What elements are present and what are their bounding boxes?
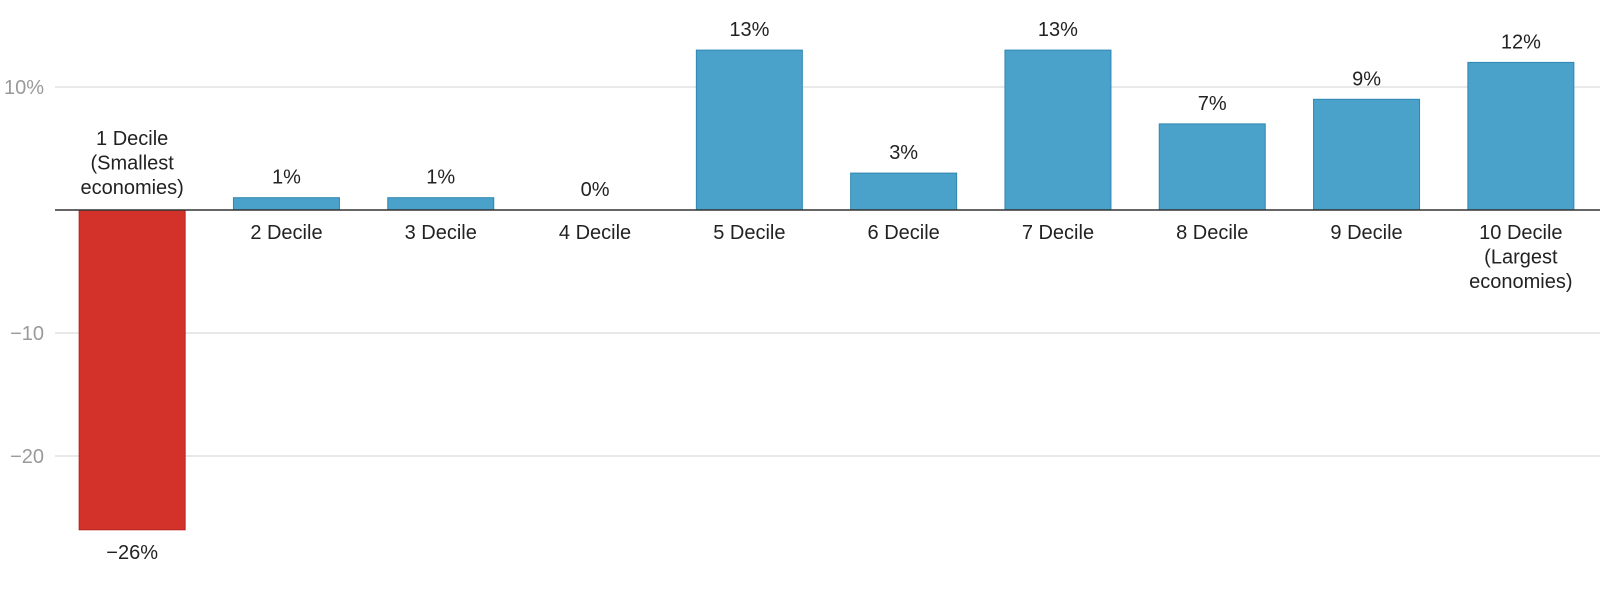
value-label-9: 9% — [1352, 68, 1381, 90]
category-label-1: 1 Decile (Smallest economies) — [80, 128, 183, 199]
category-label-5: 5 Decile — [713, 222, 785, 244]
value-label-8: 7% — [1198, 93, 1227, 115]
y-tick-label-1: −10 — [10, 323, 44, 345]
value-label-10: 12% — [1501, 31, 1541, 53]
category-label-7: 7 Decile — [1022, 222, 1094, 244]
category-label-2: 2 Decile — [250, 222, 322, 244]
value-label-2: 1% — [272, 167, 301, 189]
bar-10 — [1467, 61, 1575, 211]
bar-1 — [78, 209, 186, 531]
labels: 10% −10 −20 −26% 1 Decile (Smallest economies)… — [4, 19, 1573, 564]
value-label-7: 13% — [1038, 19, 1078, 41]
category-label-4: 4 Decile — [559, 222, 631, 244]
y-tick-label-2: −20 — [10, 446, 44, 468]
grid-lines — [55, 86, 1600, 457]
bar-5 — [695, 49, 803, 211]
bars — [78, 49, 1575, 531]
value-label-6: 3% — [889, 142, 918, 164]
category-label-9: 9 Decile — [1330, 222, 1402, 244]
bar-3 — [387, 197, 495, 211]
bar-6 — [850, 172, 958, 211]
value-label-3: 1% — [426, 167, 455, 189]
category-label-10: 10 Decile (Largest economies) — [1469, 222, 1572, 293]
category-label-3: 3 Decile — [405, 222, 477, 244]
bar-2 — [232, 197, 340, 211]
bar-7 — [1004, 49, 1112, 211]
value-label-4: 0% — [581, 179, 610, 201]
bar-9 — [1313, 98, 1421, 211]
y-tick-label-0: 10% — [4, 77, 44, 99]
bar-8 — [1158, 123, 1266, 211]
category-label-8: 8 Decile — [1176, 222, 1248, 244]
category-label-6: 6 Decile — [868, 222, 940, 244]
value-label-1: −26% — [106, 542, 158, 564]
value-label-5: 13% — [729, 19, 769, 41]
